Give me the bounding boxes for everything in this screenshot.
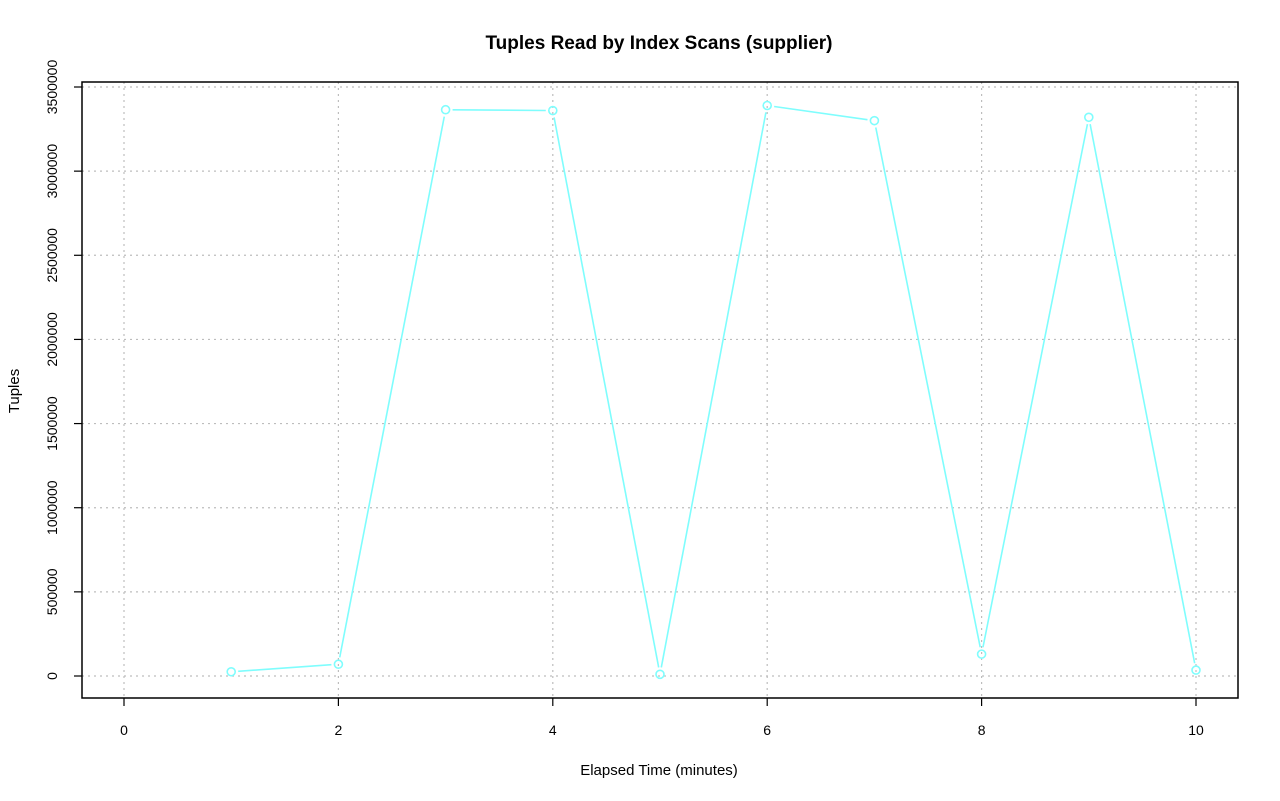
series-line-segment-7	[982, 123, 1089, 648]
data-point-2	[440, 104, 451, 115]
plot-frame	[81, 81, 1239, 699]
series-line-segment-2	[452, 108, 546, 112]
x-axis: 0 2 4 6 8 10	[120, 698, 1204, 738]
y-tick-label-1: 500000	[44, 568, 60, 615]
data-point-6	[869, 115, 880, 126]
y-tick-label-4: 2000000	[44, 312, 60, 367]
data-point-3	[547, 105, 558, 116]
data-point-9	[1191, 665, 1201, 675]
series-line-segment-3	[553, 117, 660, 668]
series-line-segment-6	[874, 127, 982, 648]
x-tick-label-3: 6	[763, 722, 771, 738]
data-point-7	[976, 649, 987, 659]
data-point-8	[1084, 112, 1094, 123]
series-line-segment-8	[1089, 124, 1196, 664]
data-point-4	[655, 669, 665, 680]
series-line-segment-1	[338, 116, 446, 658]
grid-lines	[82, 82, 1238, 698]
y-axis-label: Tuples	[6, 369, 23, 413]
y-axis: 0 500000 1000000 1500000 2000000 2500000 30000…	[44, 60, 82, 680]
y-tick-label-0: 0	[44, 672, 60, 680]
y-tick-label-7: 3500000	[44, 60, 60, 115]
x-tick-label-4: 8	[978, 722, 986, 738]
y-tick-label-2: 1000000	[44, 480, 60, 535]
y-tick-label-5: 2500000	[44, 228, 60, 283]
series-line-segment-5	[774, 105, 868, 121]
series-line-segment-0	[238, 663, 332, 673]
data-point-1	[333, 659, 344, 670]
x-tick-label-2: 4	[549, 722, 557, 738]
chart-title: Tuples Read by Index Scans (supplier)	[485, 33, 832, 54]
data-series	[226, 100, 1201, 680]
x-tick-label-0: 0	[120, 722, 128, 738]
series-line-segment-4	[660, 112, 767, 668]
x-axis-label: Elapsed Time (minutes)	[580, 762, 738, 779]
y-tick-label-3: 1500000	[44, 396, 60, 451]
data-point-5	[762, 100, 773, 111]
x-tick-label-1: 2	[335, 722, 343, 738]
x-tick-label-5: 10	[1188, 722, 1204, 738]
data-point-0	[226, 666, 236, 677]
y-tick-label-6: 3000000	[44, 144, 60, 199]
